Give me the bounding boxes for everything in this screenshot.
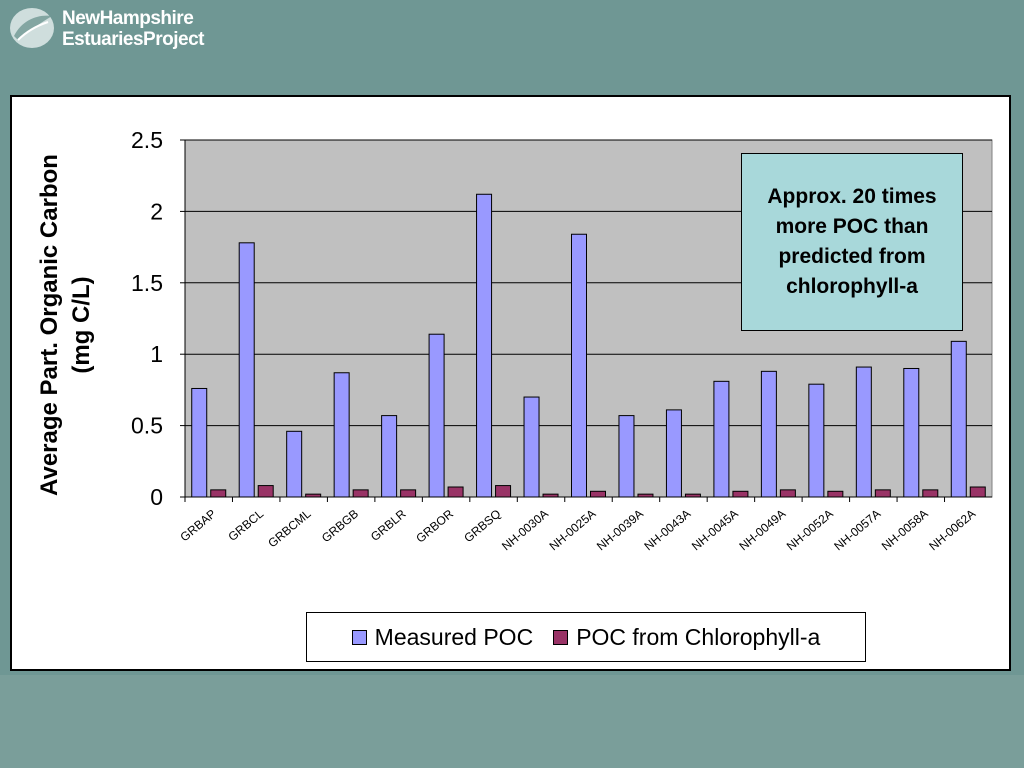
bar-poc-from-chlorophyll — [637, 493, 654, 498]
leaf-logo-icon — [10, 8, 54, 48]
bar-measured-poc — [571, 233, 587, 498]
legend-label-measured: Measured POC — [374, 623, 534, 650]
x-tick-label: GRBSQ — [461, 507, 503, 546]
bar-poc-from-chlorophyll — [400, 489, 417, 498]
header-band: NewHampshire EstuariesProject — [0, 0, 1024, 58]
y-axis-label-line-1: Average Part. Organic Carbon — [36, 154, 63, 496]
bar-measured-poc — [333, 372, 350, 498]
y-tick-label: 1.5 — [131, 270, 163, 296]
bar-measured-poc — [523, 396, 540, 498]
bar-measured-poc — [808, 383, 825, 498]
x-tick-label: GRBCL — [225, 506, 266, 544]
logo-line-2: EstuariesProject — [62, 29, 204, 50]
bar-poc-from-chlorophyll — [542, 493, 559, 498]
x-tick-label: NH-0039A — [594, 507, 646, 554]
bar-measured-poc — [618, 415, 635, 498]
y-axis-label: Average Part. Organic Carbon (mg C/L) — [34, 115, 124, 535]
bar-poc-from-chlorophyll — [969, 486, 986, 498]
y-tick-label: 2 — [150, 198, 163, 224]
annotation-text: Approx. 20 times more POC than predicted… — [767, 185, 937, 298]
bar-poc-from-chlorophyll — [922, 489, 939, 498]
bar-poc-from-chlorophyll — [827, 490, 844, 498]
legend-item-predicted: POC from Chlorophyll-a — [553, 624, 820, 651]
x-tick-label: NH-0045A — [689, 507, 741, 554]
bar-poc-from-chlorophyll — [874, 489, 891, 498]
nhep-logo: NewHampshire EstuariesProject — [8, 4, 218, 52]
bar-poc-from-chlorophyll — [257, 485, 274, 498]
bar-poc-from-chlorophyll — [305, 493, 322, 498]
bar-measured-poc — [903, 367, 920, 498]
x-tick-label: NH-0057A — [831, 507, 883, 554]
bar-poc-from-chlorophyll — [684, 493, 701, 498]
annotation-callout: Approx. 20 times more POC than predicted… — [741, 153, 963, 331]
x-tick-label: NH-0025A — [547, 507, 599, 554]
bar-measured-poc — [191, 387, 208, 498]
x-tick-label: NH-0043A — [641, 507, 693, 554]
y-tick-label: 0.5 — [131, 413, 163, 439]
bar-poc-from-chlorophyll — [779, 489, 796, 498]
legend-label-predicted: POC from Chlorophyll-a — [576, 623, 821, 650]
y-tick-label: 1 — [150, 341, 163, 367]
x-tick-label: GRBGB — [319, 507, 361, 546]
bar-poc-from-chlorophyll — [210, 489, 227, 498]
bar-poc-from-chlorophyll — [590, 490, 606, 498]
y-tick-label: 2.5 — [131, 127, 163, 153]
bar-poc-from-chlorophyll — [732, 490, 749, 498]
legend-item-measured: Measured POC — [351, 623, 534, 651]
bar-poc-from-chlorophyll — [447, 486, 464, 498]
y-axis-label-line-2: (mg C/L) — [68, 276, 95, 374]
x-tick-label: GRBOR — [413, 506, 456, 545]
bar-measured-poc — [950, 340, 967, 498]
bar-measured-poc — [476, 193, 493, 498]
bar-measured-poc — [855, 366, 872, 498]
x-tick-label: GRBLR — [368, 506, 409, 544]
x-tick-label: NH-0052A — [784, 507, 836, 554]
bar-poc-from-chlorophyll — [495, 485, 512, 498]
x-tick-label: GRBCML — [265, 506, 314, 550]
bar-measured-poc — [286, 430, 303, 498]
bar-poc-from-chlorophyll — [352, 489, 369, 498]
x-tick-label: GRBAP — [177, 507, 218, 545]
chart-legend: Measured POC POC from Chlorophyll-a — [306, 612, 866, 662]
bar-measured-poc — [381, 415, 398, 498]
bar-measured-poc — [428, 333, 445, 498]
legend-swatch-predicted — [553, 629, 569, 645]
legend-swatch-measured — [351, 629, 367, 645]
x-tick-label: NH-0062A — [926, 507, 978, 554]
x-tick-label: NH-0058A — [879, 507, 931, 554]
bar-measured-poc — [713, 380, 730, 498]
bar-measured-poc — [760, 370, 777, 498]
logo-line-1: NewHampshire — [62, 8, 194, 29]
bar-measured-poc — [665, 409, 682, 498]
y-tick-label: 0 — [150, 484, 163, 510]
bar-measured-poc — [238, 242, 255, 498]
x-tick-label: NH-0049A — [736, 507, 788, 554]
footer-band — [0, 675, 1024, 768]
x-tick-label: NH-0030A — [499, 507, 551, 554]
